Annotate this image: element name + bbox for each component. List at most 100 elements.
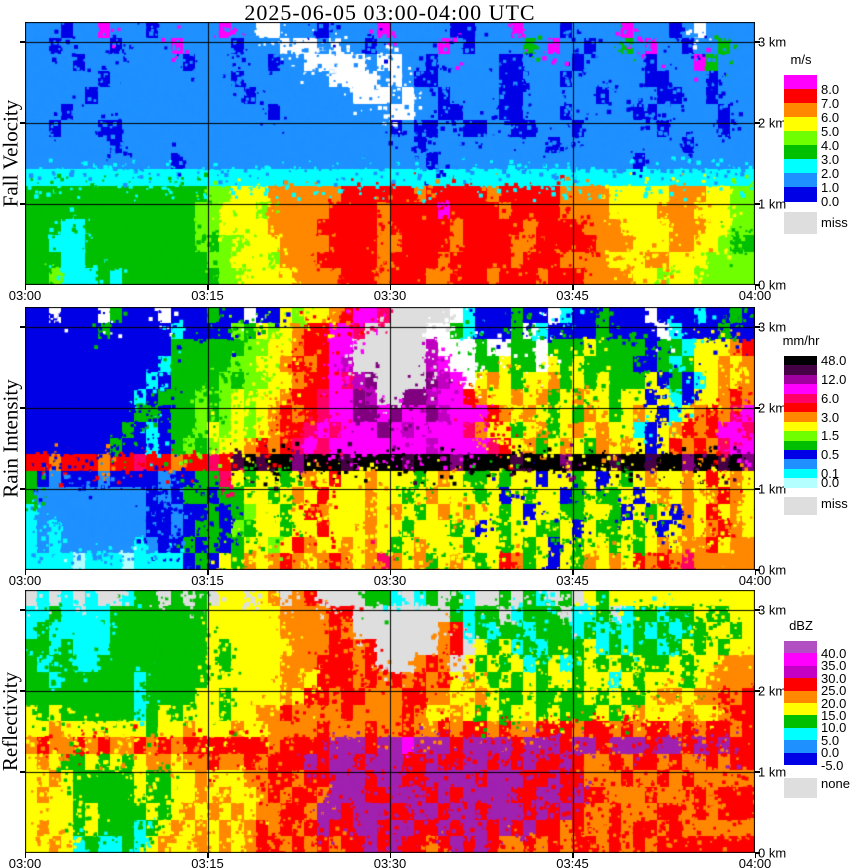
- legend-band: [784, 365, 817, 376]
- x-tick-label: 04:00: [738, 573, 772, 588]
- legend-value-label: 10.0: [821, 720, 847, 736]
- y-axis-tick-right: [755, 569, 760, 571]
- legend-band: [784, 641, 817, 654]
- legend-missing-label: none: [821, 776, 850, 791]
- x-axis-tick: [207, 570, 209, 575]
- x-axis-tick: [572, 570, 574, 575]
- legend-value-label: 0.0: [821, 193, 840, 209]
- legend-value-label: 6.0: [821, 390, 840, 406]
- legend-band: [784, 356, 817, 366]
- legend-value-label: 4.0: [821, 137, 840, 153]
- legend-value-label: 15.0: [821, 707, 847, 723]
- x-axis-tick: [572, 285, 574, 290]
- x-axis-tick: [24, 285, 26, 290]
- legend-band: [784, 117, 817, 132]
- y-axis-tick-right: [755, 284, 760, 286]
- legend-band: [784, 103, 817, 118]
- legend-value-label: 5.0: [821, 123, 840, 139]
- x-tick-label: 03:30: [373, 573, 407, 588]
- legend-value-label: 35.0: [821, 658, 847, 674]
- y-axis-tick-left: [20, 771, 25, 773]
- legend-band: [784, 690, 817, 704]
- km-tick-label: 2 km: [758, 683, 787, 699]
- y-axis-tick-right: [755, 203, 760, 205]
- y-axis-tick-left: [20, 407, 25, 409]
- x-tick-label: 03:30: [373, 856, 407, 868]
- legend-header-dbz: dBZ: [789, 618, 813, 633]
- legend-band: [784, 752, 817, 766]
- x-tick-label: 04:00: [738, 856, 772, 868]
- legend-missing-swatch: [784, 497, 817, 515]
- rain-intensity-heatmap: [25, 307, 755, 570]
- y-axis-tick-left: [20, 609, 25, 611]
- legend-value-label: 0.1: [821, 466, 840, 481]
- panel-reflectivity-axis-label: Reflectivity: [0, 671, 23, 772]
- legend-band: [784, 159, 817, 174]
- y-axis-tick-left: [20, 690, 25, 692]
- legend-value-label: 20.0: [821, 695, 847, 711]
- reflectivity-heatmap: [25, 590, 755, 853]
- legend-band: [784, 421, 817, 432]
- x-axis-tick: [389, 853, 391, 858]
- y-axis-tick-right: [755, 41, 760, 43]
- panel-rain-intensity-axis-label: Rain Intensity: [0, 379, 23, 498]
- fall-velocity-heatmap: [25, 22, 755, 285]
- x-axis-tick: [754, 853, 756, 858]
- km-tick-label: 3 km: [758, 34, 787, 50]
- x-axis-tick: [754, 570, 756, 575]
- x-axis-tick: [24, 853, 26, 858]
- legend-band: [784, 653, 817, 667]
- legend-value-label: 12.0: [821, 372, 847, 387]
- y-axis-tick-right: [755, 690, 760, 692]
- legend-band: [784, 89, 817, 104]
- km-tick-label: 1 km: [758, 481, 787, 497]
- legend-band: [784, 75, 817, 90]
- x-tick-label: 03:15: [191, 856, 224, 868]
- legend-band: [784, 468, 817, 479]
- x-tick-label: 03:00: [8, 573, 42, 588]
- legend-missing-swatch: [784, 212, 817, 234]
- y-axis-tick-right: [755, 122, 760, 124]
- km-tick-label: 0 km: [758, 277, 787, 293]
- legend-band: [784, 715, 817, 729]
- x-tick-label: 03:00: [8, 288, 42, 303]
- x-tick-label: 04:00: [738, 288, 772, 303]
- y-axis-tick-left: [20, 41, 25, 43]
- legend-band: [784, 393, 817, 404]
- legend-value-label: 25.0: [821, 683, 847, 699]
- km-tick-label: 1 km: [758, 764, 787, 780]
- legend-value-label: 5.0: [821, 732, 840, 748]
- legend-value-label: 0.5: [821, 447, 840, 463]
- legend-band: [784, 131, 817, 146]
- km-tick-label: 1 km: [758, 196, 787, 212]
- x-axis-tick: [24, 570, 26, 575]
- km-tick-label: 3 km: [758, 319, 787, 335]
- x-tick-label: 03:45: [556, 573, 589, 588]
- x-axis-tick: [754, 285, 756, 290]
- km-tick-label: 0 km: [758, 845, 787, 861]
- y-axis-tick-right: [755, 407, 760, 409]
- x-tick-label: 03:00: [8, 856, 42, 868]
- legend-header-mmhr: mm/hr: [782, 333, 820, 348]
- y-axis-tick-right: [755, 488, 760, 490]
- y-axis-tick-right: [755, 326, 760, 328]
- legend-value-label: 6.0: [821, 109, 840, 125]
- x-axis-tick: [572, 853, 574, 858]
- legend-band: [784, 703, 817, 716]
- y-axis-tick-right: [755, 771, 760, 773]
- legend-band: [784, 459, 817, 470]
- legend-band: [784, 478, 817, 489]
- legend-missing-label: miss: [821, 496, 848, 511]
- y-axis-tick-right: [755, 852, 760, 854]
- legend-band: [784, 727, 817, 741]
- legend-band: [784, 403, 817, 413]
- y-axis-tick-left: [20, 326, 25, 328]
- legend-band: [784, 374, 817, 385]
- legend-value-label: 1.0: [821, 179, 840, 195]
- legend-value-label: 48.0: [821, 353, 847, 369]
- x-tick-label: 03:45: [556, 288, 589, 303]
- legend-band: [784, 431, 817, 442]
- km-tick-label: 3 km: [758, 602, 787, 618]
- legend-value-label: 1.5: [821, 428, 840, 444]
